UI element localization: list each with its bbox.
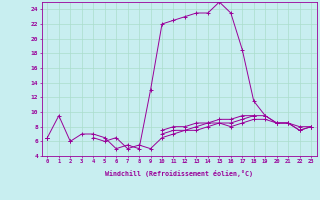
X-axis label: Windchill (Refroidissement éolien,°C): Windchill (Refroidissement éolien,°C) (105, 170, 253, 177)
